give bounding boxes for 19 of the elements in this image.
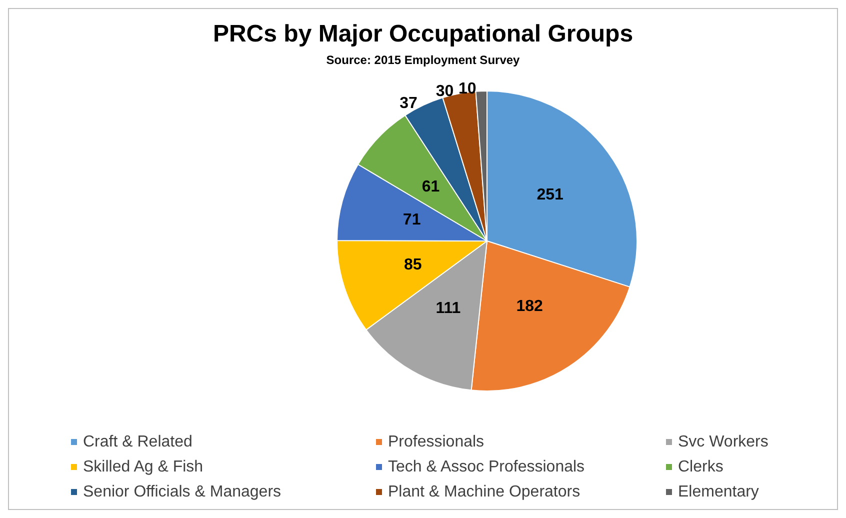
legend-label: Tech & Assoc Professionals — [388, 458, 585, 476]
legend-label: Senior Officials & Managers — [83, 484, 282, 500]
data-label: 71 — [402, 212, 421, 229]
data-label: 30 — [436, 83, 454, 100]
legend-label: Skilled Ag & Fish — [83, 458, 204, 476]
data-label: 85 — [404, 256, 422, 274]
legend-label: Svc Workers — [678, 434, 768, 450]
legend-label: Clerks — [678, 458, 724, 476]
data-label: 182 — [516, 298, 544, 315]
legend-label: Professionals — [388, 434, 484, 450]
data-label: 111 — [436, 300, 461, 318]
data-label: 251 — [536, 186, 564, 204]
data-label: 61 — [422, 178, 440, 196]
legend-label: Plant & Machine Operators — [388, 484, 580, 500]
data-label: 37 — [400, 94, 418, 112]
chart-subtitle: Source: 2015 Employment Survey — [326, 53, 520, 67]
legend-label: Elementary — [678, 484, 759, 500]
legend-label: Craft & Related — [83, 434, 192, 450]
chart-title: PRCs by Major Occupational Groups — [212, 20, 634, 48]
